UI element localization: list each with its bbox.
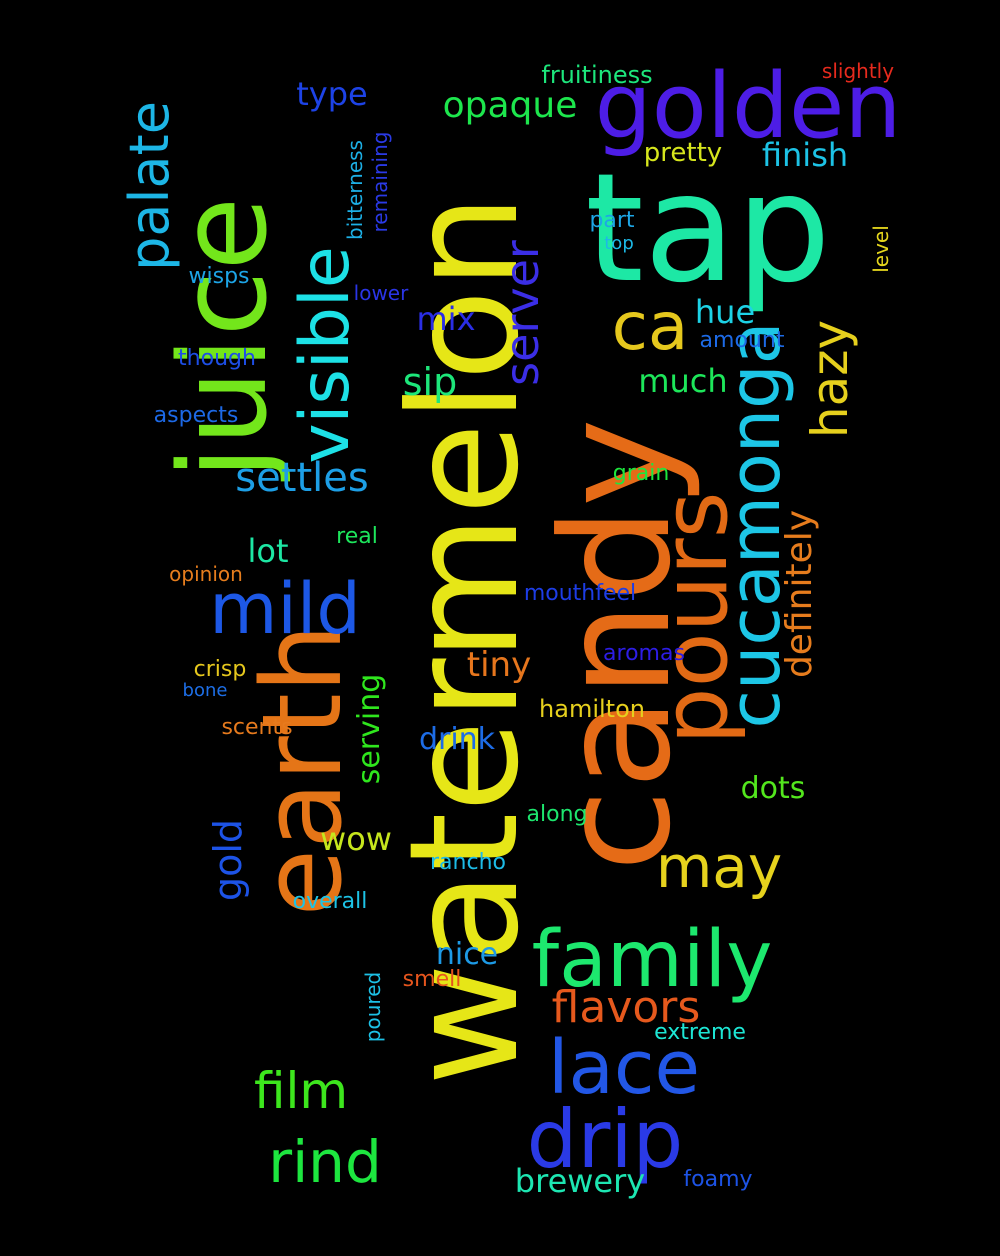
word-family: family: [531, 915, 773, 1005]
word-hamilton: hamilton: [539, 695, 645, 723]
word-golden: golden: [594, 54, 902, 159]
word-drink: drink: [418, 722, 496, 757]
word-remaining: remaining: [368, 131, 392, 233]
word-palate: palate: [118, 101, 181, 271]
word-tap: tap: [585, 142, 831, 316]
word-finish: finish: [761, 136, 849, 174]
word-nice: nice: [435, 937, 499, 972]
word-wisps: wisps: [188, 264, 250, 289]
word-earth: earth: [238, 623, 366, 917]
word-crisp: crisp: [193, 657, 247, 682]
word-opinion: opinion: [169, 562, 243, 586]
word-rind: rind: [268, 1128, 382, 1196]
word-level: level: [869, 225, 893, 273]
word-real: real: [336, 524, 378, 549]
word-extreme: extreme: [654, 1020, 746, 1045]
word-poured: poured: [361, 971, 385, 1043]
word-fruitiness: fruitiness: [541, 61, 653, 89]
word-flavors: flavors: [551, 982, 701, 1033]
word-mouthfeel: mouthfeel: [523, 581, 637, 606]
word-overall: overall: [292, 889, 368, 914]
word-bone: bone: [182, 680, 228, 701]
word-hue: hue: [694, 293, 756, 331]
word-visible: visible: [286, 246, 365, 464]
word-top: top: [604, 233, 634, 254]
word-pretty: pretty: [643, 138, 723, 168]
word-though: though: [178, 346, 256, 371]
word-type: type: [296, 75, 368, 113]
word-lower: lower: [353, 281, 409, 305]
word-aromas: aromas: [603, 641, 685, 666]
word-mix: mix: [416, 300, 476, 338]
word-bitterness: bitterness: [343, 140, 367, 240]
word-hazy: hazy: [801, 319, 859, 439]
word-serving: serving: [352, 673, 387, 785]
word-tiny: tiny: [466, 645, 532, 685]
word-drip: drip: [526, 1093, 684, 1186]
word-brewery: brewery: [514, 1162, 646, 1200]
word-along: along: [526, 802, 588, 827]
word-smell: smell: [402, 967, 462, 992]
word-wow: wow: [320, 820, 392, 858]
word-part: part: [589, 208, 635, 233]
word-settles: settles: [235, 455, 369, 501]
word-grain: grain: [612, 461, 670, 486]
word-gold: gold: [206, 818, 250, 902]
word-dots: dots: [740, 771, 806, 806]
word-aspects: aspects: [153, 403, 239, 428]
word-juice: juice: [155, 196, 294, 480]
word-scents: scents: [221, 715, 293, 740]
word-ca: ca: [611, 288, 689, 365]
word-film: film: [253, 1062, 349, 1120]
word-server: server: [495, 240, 549, 386]
word-definitely: definitely: [779, 509, 820, 679]
word-lace: lace: [547, 1025, 701, 1111]
word-slightly: slightly: [821, 59, 895, 83]
word-mild: mild: [209, 568, 361, 650]
word-amount: amount: [699, 328, 785, 353]
word-opaque: opaque: [442, 85, 578, 126]
word-may: may: [655, 833, 783, 901]
word-lot: lot: [247, 532, 289, 570]
word-sip: sip: [402, 360, 458, 404]
word-foamy: foamy: [683, 1167, 753, 1192]
word-rancho: rancho: [430, 850, 506, 875]
word-much: much: [638, 362, 728, 400]
